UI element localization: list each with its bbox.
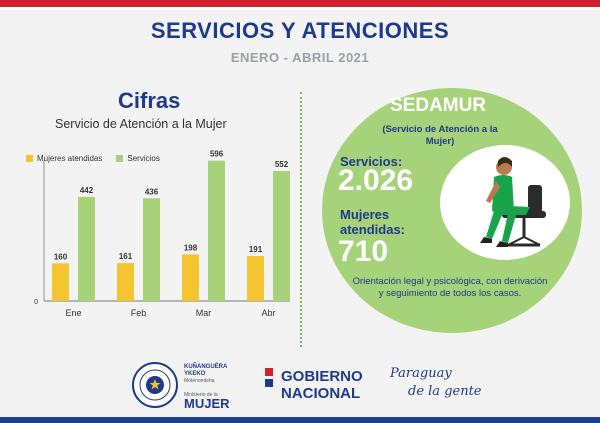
x-tick-label: Abr <box>261 308 275 318</box>
y-tick-label: 0 <box>34 299 38 306</box>
bar-chart: 0 160 442 Ene 161 436 Feb 198 596 Mar 191 552 Abr <box>34 150 290 318</box>
ministry-line3: Motenondeha <box>184 378 215 384</box>
gov-line1: GOBIERNO <box>281 368 363 385</box>
bar-women-mar <box>182 254 199 301</box>
chart-title: Servicio de Atención a la Mujer <box>55 117 227 131</box>
chair-back-icon <box>528 185 542 213</box>
data-label: 596 <box>210 150 224 159</box>
ministry-line2: YKEKO <box>184 371 206 377</box>
legend-swatch-women <box>26 155 33 162</box>
data-label: 191 <box>249 245 263 254</box>
top-flag-stripe <box>0 0 600 10</box>
ministry-name: MUJER <box>184 396 230 411</box>
bar-services-mar <box>208 160 225 301</box>
page-subtitle: ENERO - ABRIL 2021 <box>230 50 370 65</box>
x-tick-label: Ene <box>65 308 81 318</box>
sedamur-title: SEDAMUR <box>390 95 487 116</box>
section-heading: Cifras <box>118 88 181 113</box>
slogan-line1: Paraguay <box>390 366 452 381</box>
data-label: 442 <box>80 186 94 195</box>
x-tick-label: Feb <box>131 308 147 318</box>
section-divider <box>300 92 302 347</box>
legend-item-services: Servicios <box>116 154 160 163</box>
ministry-guarani-name: KUÑANGUÉRA YKEKO <box>184 364 227 378</box>
slogan-line2: de la gente <box>408 384 482 399</box>
bottom-stripe <box>0 417 600 423</box>
data-label: 198 <box>184 243 198 252</box>
ministry-seal-icon <box>132 362 178 408</box>
page-title: SERVICIOS Y ATENCIONES <box>150 18 450 43</box>
bar-services-feb <box>143 198 160 301</box>
services-value: 2.026 <box>338 164 414 197</box>
sedamur-subtitle: (Servicio de Atención a la Mujer) <box>382 124 498 147</box>
services-description: Orientación legal y psicológica, con der… <box>352 276 548 299</box>
women-value: 710 <box>338 235 389 268</box>
women-label: Mujeres atendidas: <box>340 207 405 237</box>
gov-line2: NACIONAL <box>281 385 361 402</box>
bar-women-abr <box>247 256 264 301</box>
women-label-line1: Mujeres <box>340 207 390 222</box>
legend-label-services: Servicios <box>127 154 160 163</box>
government-logo: GOBIERNO NACIONAL <box>265 368 363 402</box>
legend-label-women: Mujeres atendidas <box>37 154 103 163</box>
bar-services-abr <box>273 171 290 301</box>
woman-illustration <box>440 145 570 260</box>
data-label: 160 <box>54 252 68 261</box>
legend-swatch-services <box>116 155 124 162</box>
data-label: 552 <box>275 160 289 169</box>
government-flag-icon <box>265 368 273 402</box>
women-label-line2: atendidas: <box>340 222 406 237</box>
data-label: 436 <box>145 187 159 196</box>
ministry-line1: KUÑANGUÉRA <box>184 364 228 370</box>
services-label: Servicios: <box>340 154 403 169</box>
bar-services-ene <box>78 196 95 301</box>
bar-women-feb <box>117 263 134 301</box>
bar-women-ene <box>52 263 69 301</box>
legend-item-women: Mujeres atendidas <box>26 154 102 163</box>
data-label: 161 <box>119 252 133 261</box>
ministry-line4: Ministerio de la <box>184 392 218 398</box>
x-tick-label: Mar <box>196 308 212 318</box>
chart-legend: Mujeres atendidas Servicios <box>26 154 174 163</box>
